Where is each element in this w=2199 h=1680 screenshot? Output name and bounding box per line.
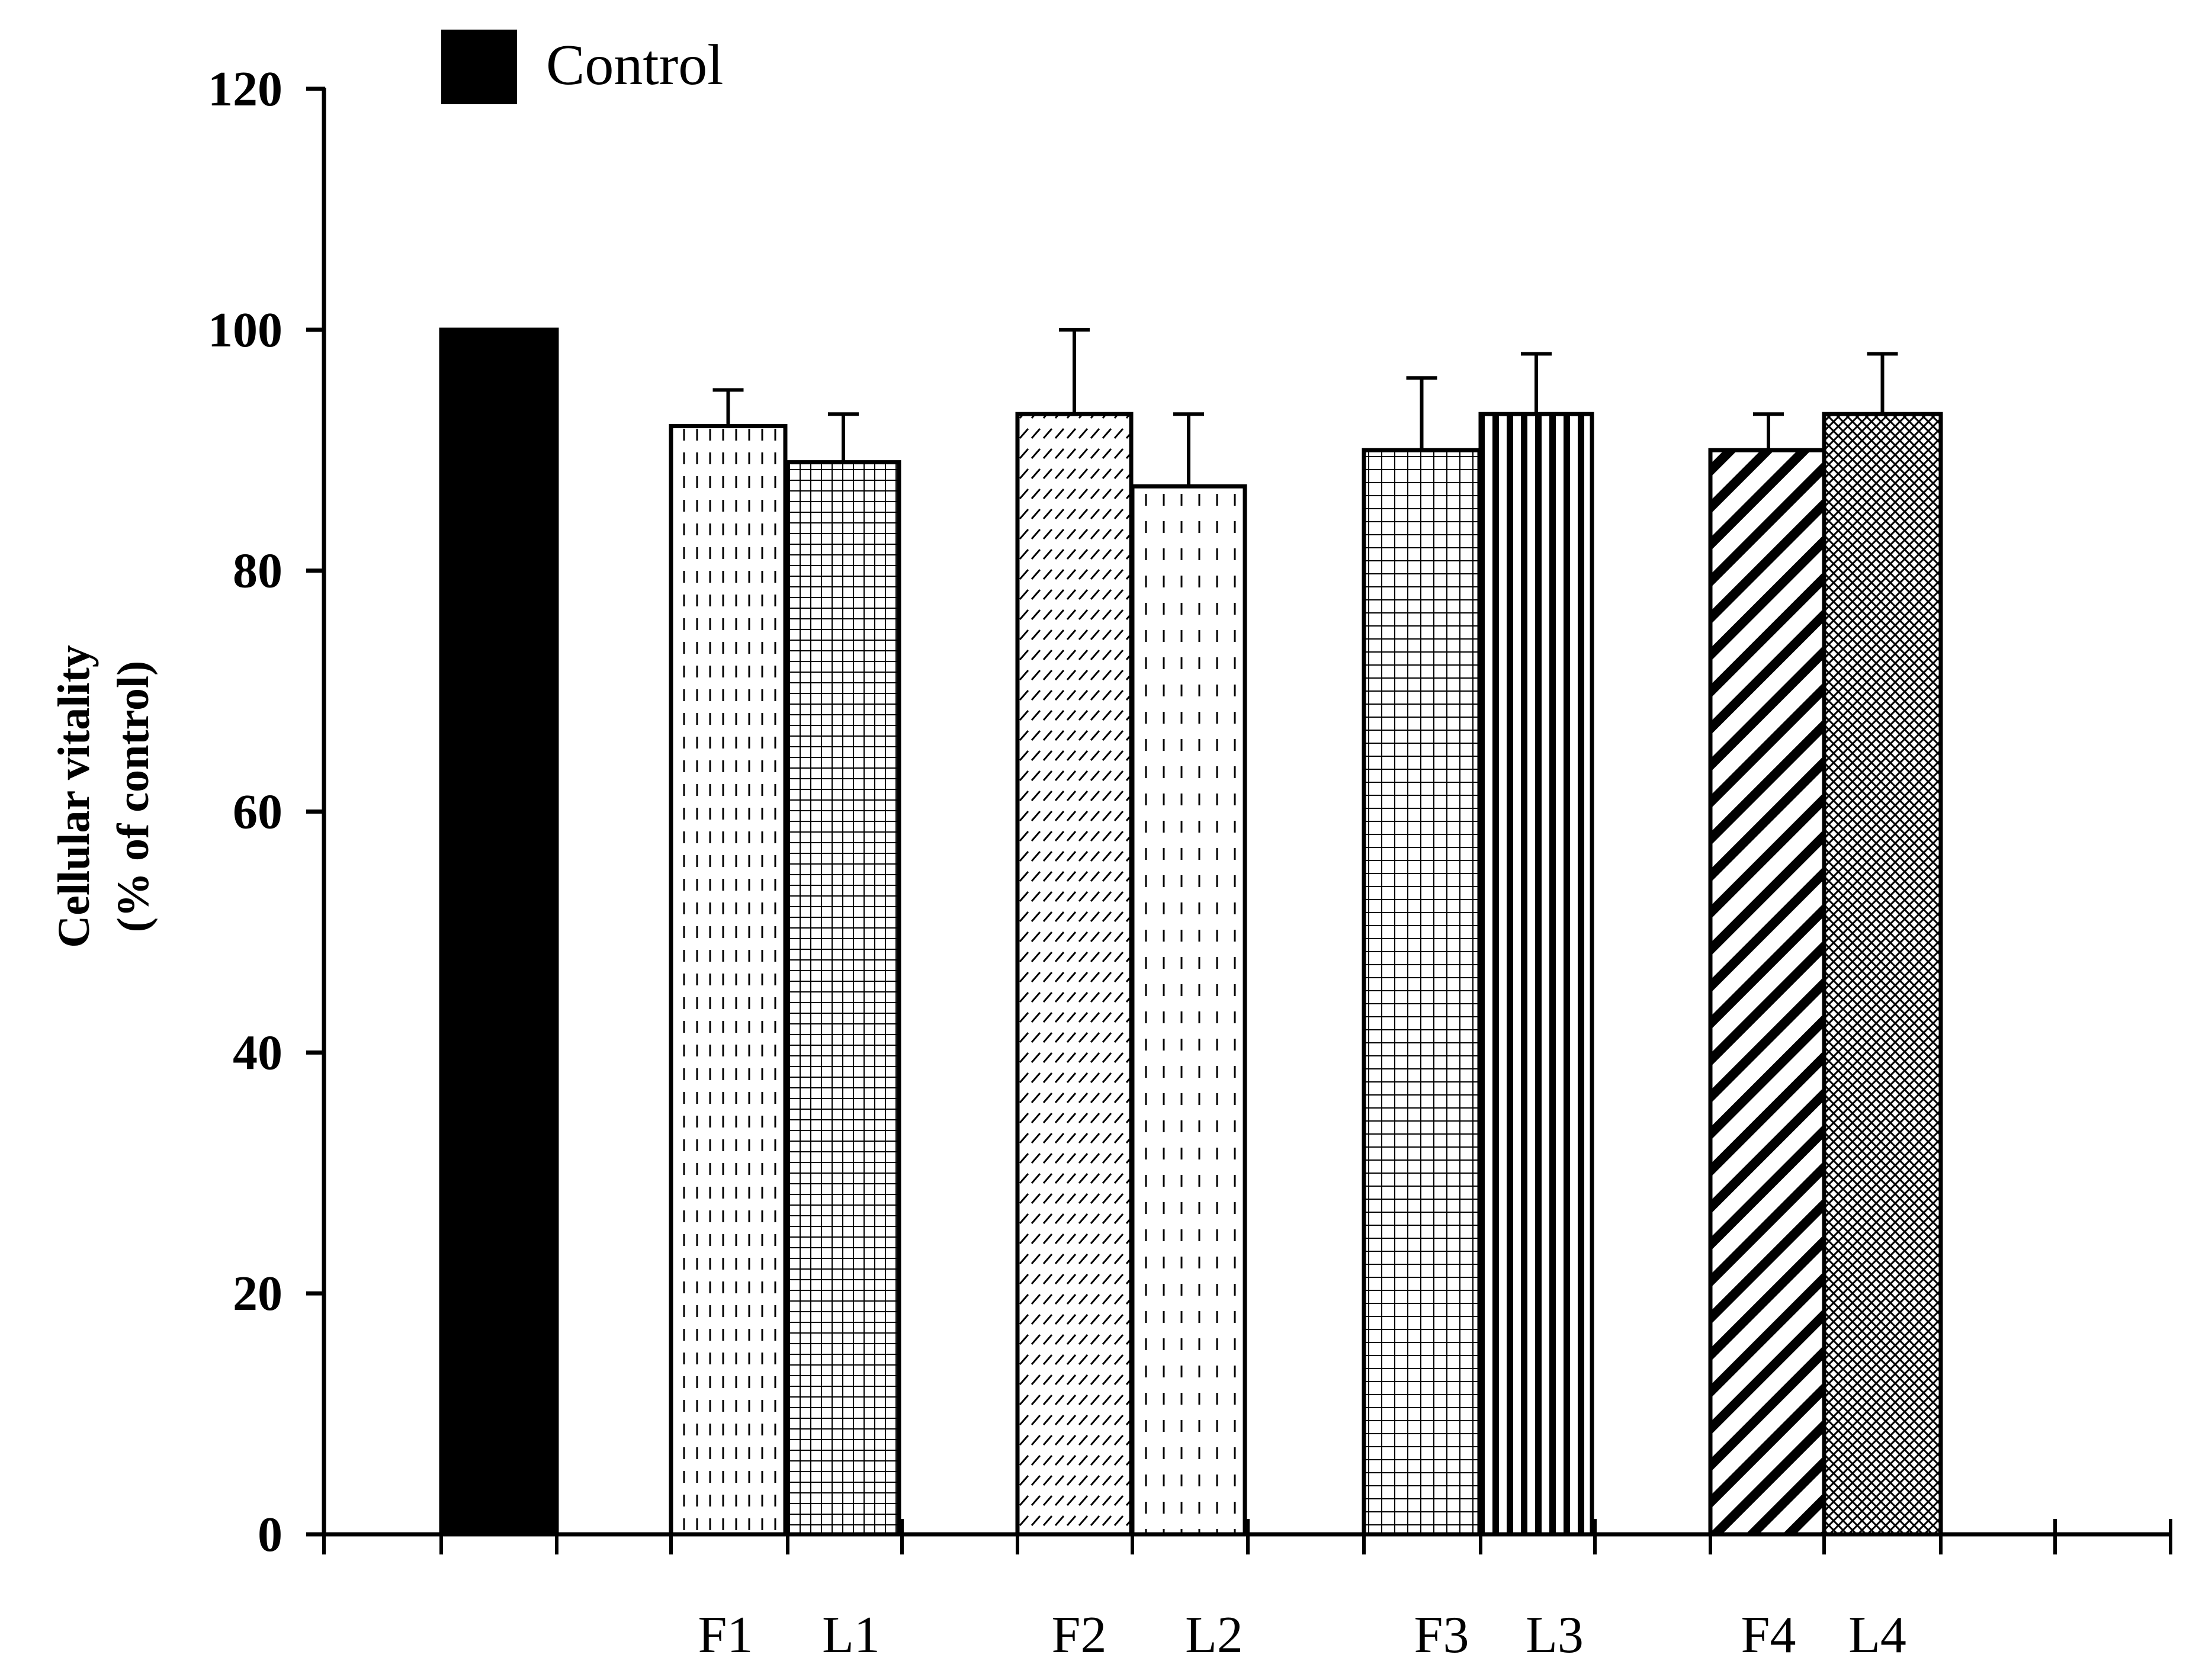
x-category-label: L4: [1848, 1607, 1906, 1664]
y-tick-label: 60: [233, 785, 283, 840]
bar-l3: [1478, 412, 1594, 1537]
x-category-label: L1: [822, 1607, 880, 1664]
y-tick-label: 40: [233, 1025, 283, 1080]
y-tick-label: 20: [233, 1266, 283, 1321]
bar-l4: [1822, 412, 1943, 1537]
legend-swatch-control: [441, 30, 517, 104]
x-category-label: F3: [1414, 1607, 1469, 1664]
bar-f2: [1015, 412, 1134, 1537]
x-category-label: L2: [1185, 1607, 1243, 1664]
bar-l2: [1130, 484, 1247, 1537]
bar-f1: [669, 424, 788, 1537]
bar-f3: [1362, 448, 1482, 1537]
legend-label-control: Control: [546, 33, 723, 97]
x-category-label: F2: [1052, 1607, 1107, 1664]
bar-control: [439, 327, 559, 1537]
y-tick-label: 100: [208, 303, 283, 358]
y-axis-label-line2: (% of control): [108, 661, 158, 933]
y-axis-label-line1: Cellular vitality: [49, 645, 99, 948]
x-category-label: F1: [698, 1607, 753, 1664]
y-tick-label: 0: [258, 1507, 283, 1562]
x-category-label: L3: [1526, 1607, 1584, 1664]
bar-f4: [1708, 448, 1829, 1537]
x-category-label: F4: [1741, 1607, 1796, 1664]
y-tick-label: 120: [208, 62, 283, 117]
y-tick-label: 80: [233, 544, 283, 599]
bar-l1: [785, 460, 901, 1537]
